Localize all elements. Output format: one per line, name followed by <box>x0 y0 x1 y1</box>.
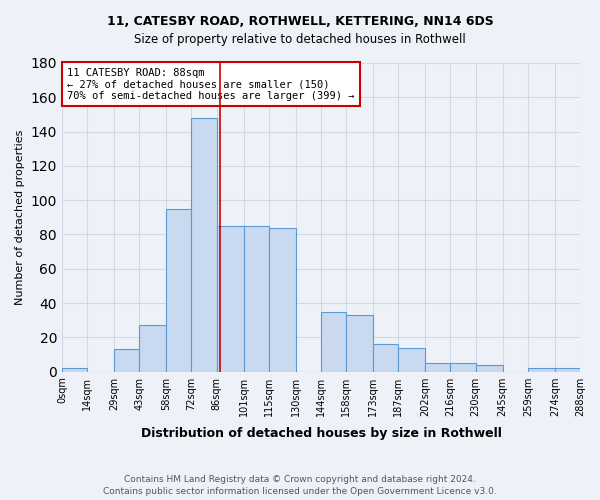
Bar <box>166 209 191 372</box>
Bar <box>528 368 555 372</box>
Y-axis label: Number of detached properties: Number of detached properties <box>15 130 25 305</box>
Text: 11, CATESBY ROAD, ROTHWELL, KETTERING, NN14 6DS: 11, CATESBY ROAD, ROTHWELL, KETTERING, N… <box>107 15 493 28</box>
Text: 11 CATESBY ROAD: 88sqm
← 27% of detached houses are smaller (150)
70% of semi-de: 11 CATESBY ROAD: 88sqm ← 27% of detached… <box>67 68 355 101</box>
Bar <box>139 326 166 372</box>
Text: Contains HM Land Registry data © Crown copyright and database right 2024.: Contains HM Land Registry data © Crown c… <box>124 475 476 484</box>
Bar <box>62 368 87 372</box>
Bar <box>321 312 346 372</box>
X-axis label: Distribution of detached houses by size in Rothwell: Distribution of detached houses by size … <box>140 427 502 440</box>
Bar <box>555 368 580 372</box>
Bar <box>217 226 244 372</box>
Bar <box>191 118 217 372</box>
Bar <box>476 365 503 372</box>
Text: Size of property relative to detached houses in Rothwell: Size of property relative to detached ho… <box>134 32 466 46</box>
Text: Contains public sector information licensed under the Open Government Licence v3: Contains public sector information licen… <box>103 487 497 496</box>
Bar <box>373 344 398 372</box>
Bar <box>346 315 373 372</box>
Bar <box>398 348 425 372</box>
Bar <box>269 228 296 372</box>
Bar <box>244 226 269 372</box>
Bar <box>114 350 139 372</box>
Bar <box>425 363 451 372</box>
Bar <box>451 363 476 372</box>
